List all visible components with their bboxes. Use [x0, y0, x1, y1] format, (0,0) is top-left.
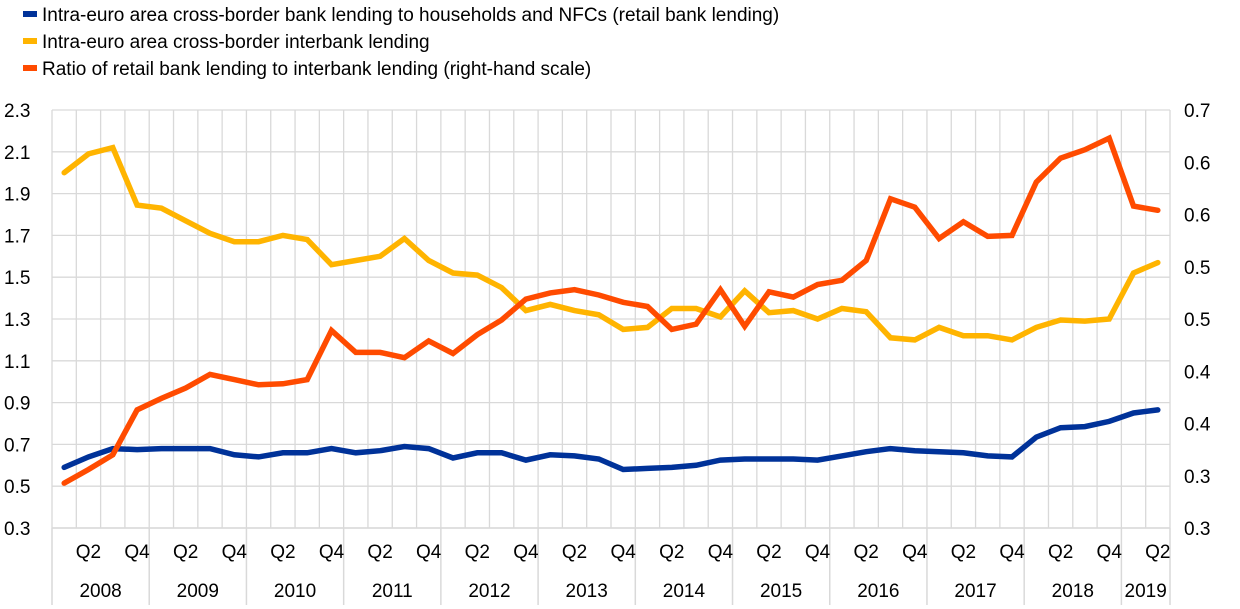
right-y-axis: 0.7 0.6 0.6 0.5 0.5 0.4 0.4 0.3 0.3 [1184, 101, 1211, 540]
x-quarter-label: Q2 [1048, 542, 1073, 563]
x-year-label: 2019 [1125, 581, 1167, 602]
x-quarter-label: Q4 [124, 542, 150, 563]
x-quarter-label: Q2 [465, 542, 490, 563]
x-quarter-label: Q4 [999, 542, 1025, 563]
x-year-label: 2015 [760, 581, 802, 602]
legend-label: Intra-euro area cross-border bank lendin… [42, 5, 779, 26]
left-y-axis: 2.3 2.1 1.9 1.7 1.5 1.3 1.1 0.9 0.7 0.5 0.3 [4, 101, 30, 540]
left-tick-label: 1.5 [4, 268, 30, 289]
x-quarter-label: Q2 [659, 542, 684, 563]
x-quarter-label: Q4 [902, 542, 928, 563]
right-tick-label: 0.7 [1184, 101, 1210, 122]
x-year-label: 2011 [372, 581, 413, 602]
right-tick-label: 0.5 [1184, 258, 1210, 279]
x-quarter-label: Q2 [951, 542, 976, 563]
left-tick-label: 2.1 [4, 143, 30, 164]
legend: Intra-euro area cross-border bank lendin… [23, 5, 779, 80]
x-year-label: 2010 [274, 581, 316, 602]
right-tick-label: 0.3 [1184, 467, 1210, 488]
left-tick-label: 1.7 [4, 226, 30, 247]
left-tick-label: 2.3 [4, 101, 30, 122]
legend-label: Ratio of retail bank lending to interban… [42, 59, 591, 80]
series-line-3 [61, 134, 1161, 486]
left-tick-label: 0.7 [4, 435, 30, 456]
x-year-label: 2014 [663, 581, 706, 602]
x-quarter-label: Q2 [173, 542, 198, 563]
series-line-1 [61, 407, 1161, 473]
x-year-label: 2012 [468, 581, 510, 602]
left-tick-label: 1.3 [4, 310, 30, 331]
x-quarter-label: Q2 [270, 542, 295, 563]
x-quarter-label: Q2 [76, 542, 101, 563]
left-tick-label: 1.1 [4, 352, 30, 373]
x-quarter-label: Q2 [756, 542, 781, 563]
x-quarter-label: Q4 [319, 542, 345, 563]
right-tick-label: 0.6 [1184, 153, 1210, 174]
x-quarter-label: Q4 [610, 542, 636, 563]
series-line-2 [61, 144, 1161, 343]
x-quarter-label: Q2 [854, 542, 879, 563]
right-tick-label: 0.4 [1184, 362, 1211, 383]
x-quarter-label: Q4 [1097, 542, 1123, 563]
right-tick-label: 0.6 [1184, 206, 1210, 227]
x-axis: 2008 2009 2010 2011 2012 2013 2014 2015 2016 2017… [51, 527, 1171, 605]
x-year-label: 2016 [857, 581, 899, 602]
left-tick-label: 0.5 [4, 477, 30, 498]
legend-label: Intra-euro area cross-border interbank l… [42, 32, 430, 53]
x-quarter-label: Q4 [708, 542, 734, 563]
x-quarter-label: Q2 [1145, 542, 1170, 563]
x-year-label: 2018 [1052, 581, 1094, 602]
x-year-label: 2013 [566, 581, 608, 602]
right-tick-label: 0.3 [1184, 519, 1210, 540]
x-year-label: 2017 [954, 581, 996, 602]
x-year-label: 2009 [177, 581, 219, 602]
x-quarter-label: Q4 [513, 542, 539, 563]
x-quarter-label: Q2 [367, 542, 392, 563]
right-tick-label: 0.5 [1184, 310, 1210, 331]
x-quarter-label: Q4 [805, 542, 831, 563]
left-tick-label: 0.3 [4, 519, 30, 540]
right-tick-label: 0.4 [1184, 415, 1211, 436]
left-tick-label: 0.9 [4, 394, 30, 415]
x-year-label: 2008 [79, 581, 121, 602]
x-quarter-label: Q4 [222, 542, 248, 563]
series-lines [61, 134, 1161, 486]
x-quarter-label: Q2 [562, 542, 587, 563]
x-quarter-label: Q4 [416, 542, 442, 563]
left-tick-label: 1.9 [4, 185, 30, 206]
